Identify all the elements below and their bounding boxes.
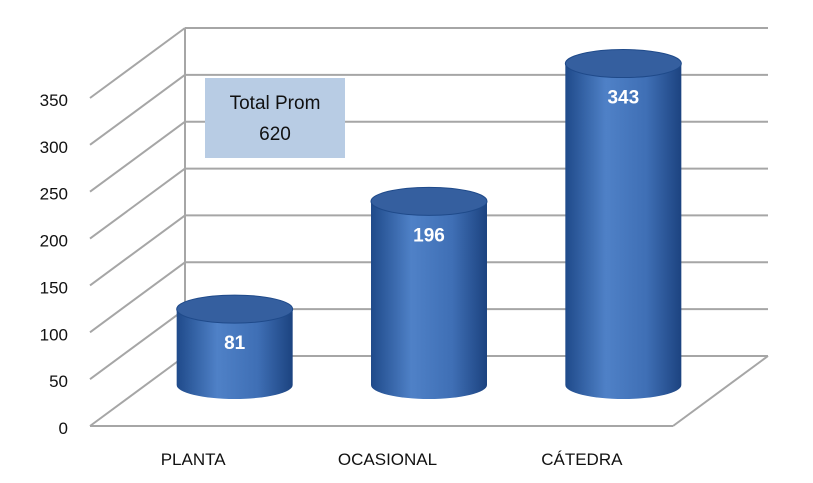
gridline-diagonal bbox=[89, 355, 186, 427]
gridline-diagonal bbox=[89, 214, 186, 287]
bar-cátedra: 343 bbox=[564, 49, 682, 400]
y-tick-label: 0 bbox=[59, 419, 68, 438]
y-tick-label: 50 bbox=[49, 372, 68, 391]
annotation-line-2: 620 bbox=[259, 124, 291, 145]
x-category-label: PLANTA bbox=[161, 450, 227, 469]
bar-top bbox=[176, 294, 294, 324]
x-category-label: CÁTEDRA bbox=[541, 450, 623, 469]
total-annotation: Total Prom 620 bbox=[205, 78, 345, 158]
bar-ocasional: 196 bbox=[370, 186, 488, 399]
y-axis-tick-labels: 0 50 100 150 200 250 300 350 bbox=[40, 91, 68, 438]
y-tick-label: 150 bbox=[40, 278, 68, 297]
gridline-diagonal bbox=[89, 120, 186, 193]
gridline-diagonal bbox=[89, 74, 186, 146]
bar-planta: 81 bbox=[176, 294, 294, 399]
y-tick-label: 300 bbox=[40, 138, 68, 157]
bar-top bbox=[564, 49, 682, 79]
y-tick-label: 100 bbox=[40, 325, 68, 344]
x-axis-category-labels: PLANTA OCASIONAL CÁTEDRA bbox=[161, 450, 623, 469]
y-tick-label: 350 bbox=[40, 91, 68, 110]
bar-body bbox=[565, 63, 682, 400]
annotation-box bbox=[205, 78, 345, 158]
gridline-diagonal bbox=[89, 308, 186, 380]
bar-body bbox=[176, 309, 293, 399]
y-tick-label: 250 bbox=[40, 185, 68, 204]
bar-top bbox=[370, 186, 488, 216]
floor-right-edge bbox=[672, 355, 769, 427]
bar-body bbox=[371, 201, 487, 399]
gridline-diagonal bbox=[89, 261, 186, 334]
annotation-line-1: Total Prom bbox=[230, 93, 321, 114]
bar-value-label: 196 bbox=[413, 225, 445, 246]
gridline-diagonal bbox=[89, 27, 186, 99]
bar-value-label: 343 bbox=[607, 88, 639, 109]
y-tick-label: 200 bbox=[40, 232, 68, 251]
x-category-label: OCASIONAL bbox=[338, 450, 437, 469]
gridline-diagonal bbox=[89, 167, 186, 240]
bars: 81 196 343 bbox=[176, 49, 682, 400]
bar-value-label: 81 bbox=[224, 333, 246, 354]
